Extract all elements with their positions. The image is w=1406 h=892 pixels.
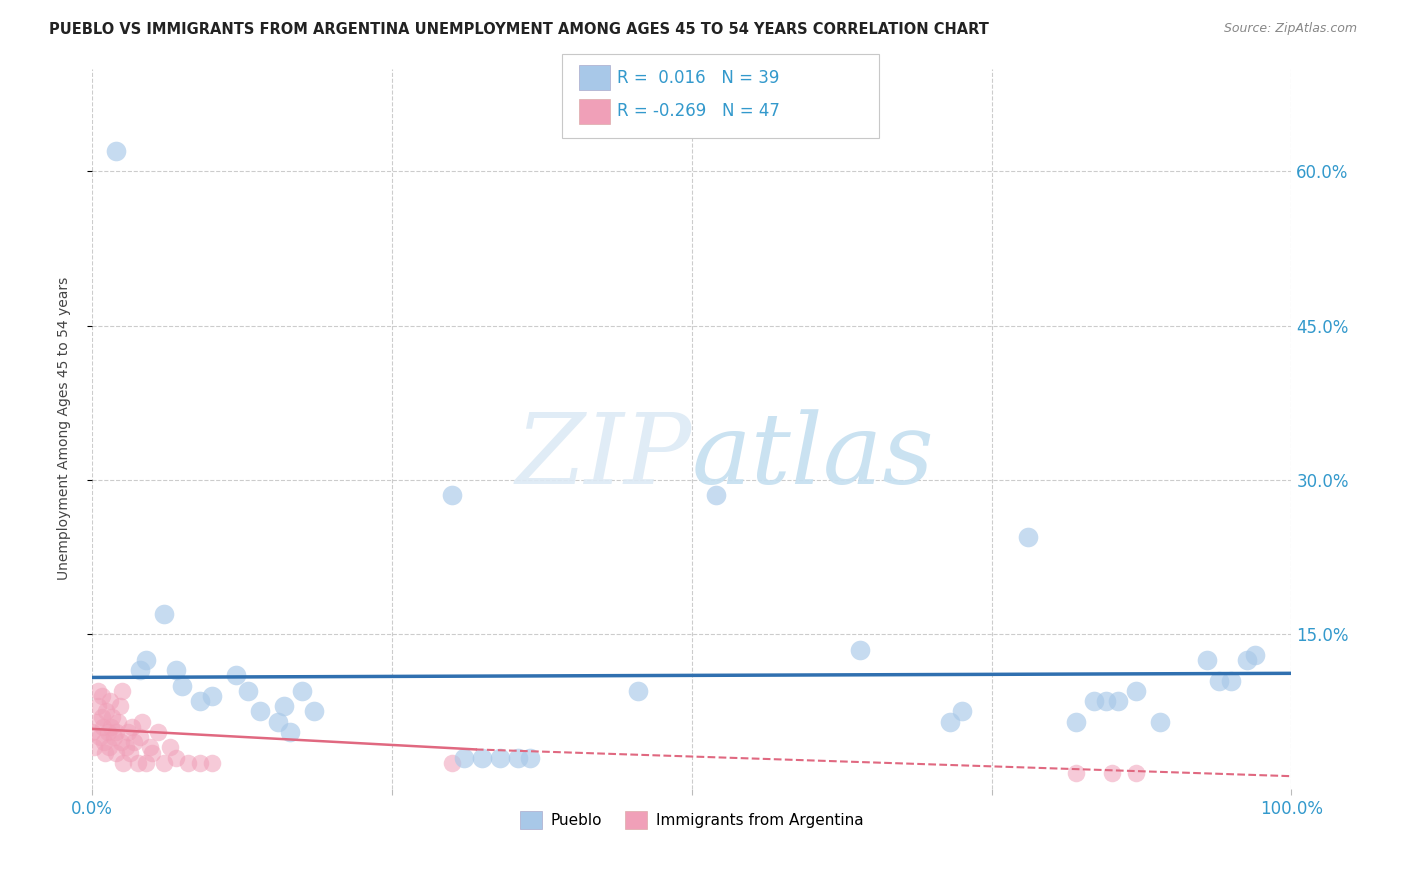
Point	[170, 679, 193, 693]
Text: PUEBLO VS IMMIGRANTS FROM ARGENTINA UNEMPLOYMENT AMONG AGES 45 TO 54 YEARS CORRE: PUEBLO VS IMMIGRANTS FROM ARGENTINA UNEM…	[49, 22, 988, 37]
Point	[89, 730, 111, 744]
Point	[1220, 673, 1243, 688]
Point	[138, 740, 160, 755]
Point	[122, 735, 145, 749]
Point	[848, 642, 870, 657]
Point	[704, 488, 727, 502]
Point	[87, 683, 110, 698]
Point	[1197, 653, 1219, 667]
Point	[188, 756, 211, 770]
Point	[236, 683, 259, 698]
Point	[83, 740, 105, 755]
Point	[1101, 766, 1123, 780]
Point	[249, 705, 271, 719]
Point	[159, 740, 181, 755]
Point	[90, 689, 112, 703]
Point	[146, 725, 169, 739]
Point	[267, 714, 290, 729]
Point	[153, 607, 176, 621]
Point	[135, 756, 157, 770]
Point	[80, 725, 103, 739]
Point	[110, 735, 132, 749]
Point	[135, 653, 157, 667]
Point	[273, 699, 295, 714]
Point	[84, 714, 107, 729]
Text: Source: ZipAtlas.com: Source: ZipAtlas.com	[1223, 22, 1357, 36]
Point	[302, 705, 325, 719]
Point	[129, 730, 152, 744]
Point	[453, 750, 475, 764]
Point	[1017, 529, 1039, 543]
Point	[225, 668, 247, 682]
Point	[141, 746, 163, 760]
Text: R =  0.016   N = 39: R = 0.016 N = 39	[617, 69, 779, 87]
Point	[98, 694, 121, 708]
Point	[506, 750, 529, 764]
Point	[108, 699, 131, 714]
Point	[1083, 694, 1105, 708]
Point	[1244, 648, 1267, 662]
Point	[627, 683, 650, 698]
Point	[1149, 714, 1171, 729]
Point	[1094, 694, 1116, 708]
Point	[120, 746, 142, 760]
Point	[440, 488, 463, 502]
Point	[90, 709, 112, 723]
Point	[1064, 714, 1087, 729]
Point	[117, 725, 139, 739]
Point	[165, 750, 187, 764]
Point	[105, 725, 128, 739]
Text: ZIP: ZIP	[516, 409, 692, 505]
Point	[1064, 766, 1087, 780]
Point	[471, 750, 494, 764]
Point	[153, 756, 176, 770]
Text: atlas: atlas	[692, 409, 935, 505]
Point	[165, 663, 187, 677]
Point	[1125, 683, 1147, 698]
Point	[114, 740, 136, 755]
Point	[93, 735, 115, 749]
Point	[519, 750, 541, 764]
Point	[121, 720, 143, 734]
Point	[1208, 673, 1230, 688]
Point	[278, 725, 301, 739]
Point	[105, 144, 128, 158]
Point	[94, 746, 117, 760]
Legend: Pueblo, Immigrants from Argentina: Pueblo, Immigrants from Argentina	[515, 805, 869, 835]
Point	[97, 740, 120, 755]
Point	[87, 699, 110, 714]
Point	[100, 720, 122, 734]
Point	[950, 705, 973, 719]
Text: R = -0.269   N = 47: R = -0.269 N = 47	[617, 103, 780, 120]
Point	[291, 683, 314, 698]
Point	[131, 714, 153, 729]
Point	[127, 756, 149, 770]
Point	[488, 750, 510, 764]
Point	[177, 756, 200, 770]
Point	[938, 714, 960, 729]
Point	[103, 730, 125, 744]
Point	[1107, 694, 1129, 708]
Point	[112, 756, 135, 770]
Point	[1236, 653, 1258, 667]
Point	[107, 714, 129, 729]
Point	[105, 746, 128, 760]
Point	[188, 694, 211, 708]
Point	[201, 756, 224, 770]
Point	[440, 756, 463, 770]
Point	[111, 683, 134, 698]
Point	[1125, 766, 1147, 780]
Point	[101, 709, 124, 723]
Y-axis label: Unemployment Among Ages 45 to 54 years: Unemployment Among Ages 45 to 54 years	[58, 277, 72, 580]
Point	[129, 663, 152, 677]
Point	[201, 689, 224, 703]
Point	[96, 705, 118, 719]
Point	[91, 720, 114, 734]
Point	[97, 725, 120, 739]
